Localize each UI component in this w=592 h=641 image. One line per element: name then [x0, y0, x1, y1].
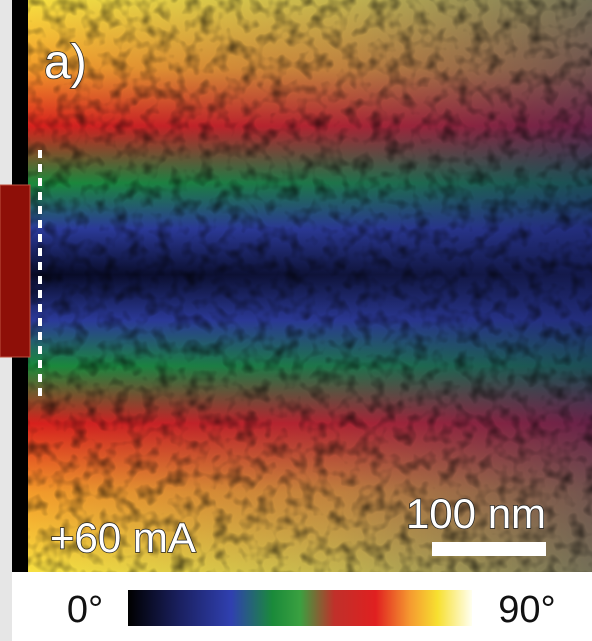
colorbar [128, 590, 472, 626]
colorbar-max: 90° [498, 589, 555, 631]
scale-bar-label: 100 nm [406, 490, 546, 537]
phase-map [28, 0, 592, 572]
panel-label: a) [44, 36, 87, 89]
current-label: +60 mA [50, 514, 196, 561]
colorbar-min: 0° [67, 589, 103, 631]
contact [0, 184, 31, 358]
scale-bar [432, 542, 546, 556]
